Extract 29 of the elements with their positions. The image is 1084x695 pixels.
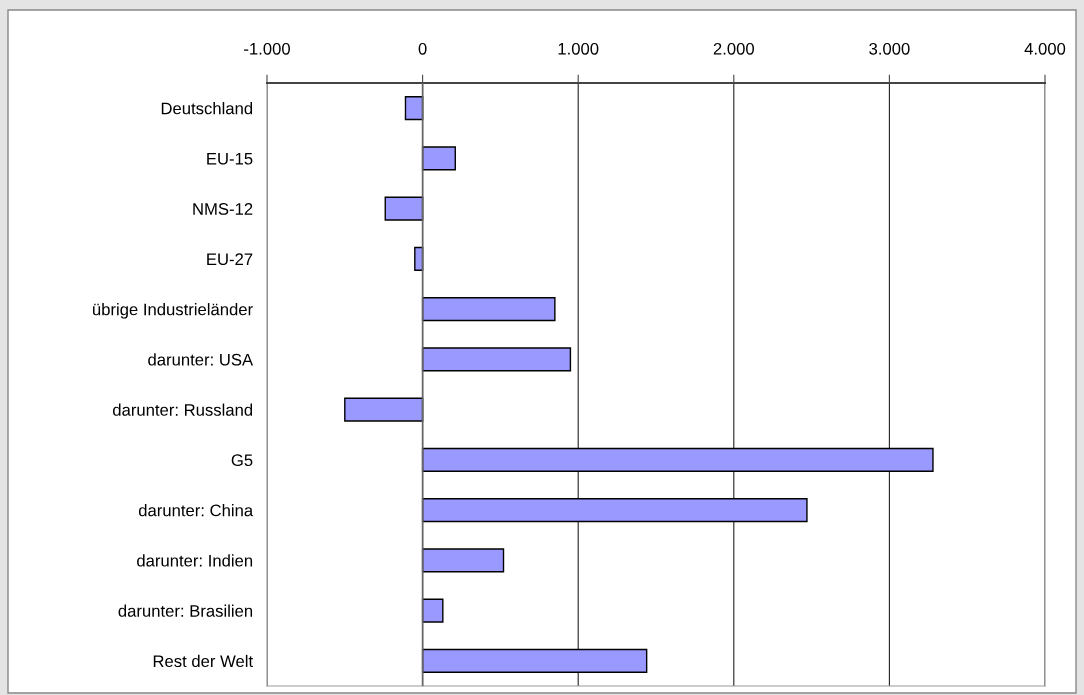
y-tick-label: EU-15 (207, 152, 253, 165)
y-tick-label: darunter: Brasilien (118, 604, 253, 617)
y-tick-label: G5 (231, 454, 253, 467)
y-tick-label: Rest der Welt (153, 654, 253, 668)
y-tick-label: darunter: Russland (113, 403, 253, 416)
bar (421, 548, 505, 573)
bar (421, 146, 456, 171)
y-tick-label: darunter: China (138, 504, 254, 517)
x-tick-label: 0 (418, 42, 427, 55)
x-tick-label: 3.000 (869, 42, 910, 55)
x-tick-label: 2.000 (713, 42, 754, 55)
bar (421, 598, 444, 623)
bar (421, 347, 572, 372)
y-tick-label: Deutschland (161, 102, 253, 115)
y-tick-label: darunter: Indien (137, 554, 253, 567)
bar (344, 397, 424, 422)
x-tick-label: -1.000 (244, 42, 290, 55)
bar (421, 648, 648, 673)
y-tick-label: NMS-12 (193, 203, 253, 215)
y-tick-label: darunter: USA (148, 353, 254, 366)
bar (421, 447, 934, 472)
bar (421, 498, 808, 523)
y-tick-label: EU-27 (207, 253, 253, 266)
bar (421, 297, 556, 322)
bar (404, 96, 424, 121)
x-tick-label: 4.000 (1024, 42, 1066, 55)
bar (384, 196, 424, 221)
y-tick-label: übrige Industrieländer (93, 303, 253, 319)
x-tick-label: 1.000 (558, 42, 599, 55)
